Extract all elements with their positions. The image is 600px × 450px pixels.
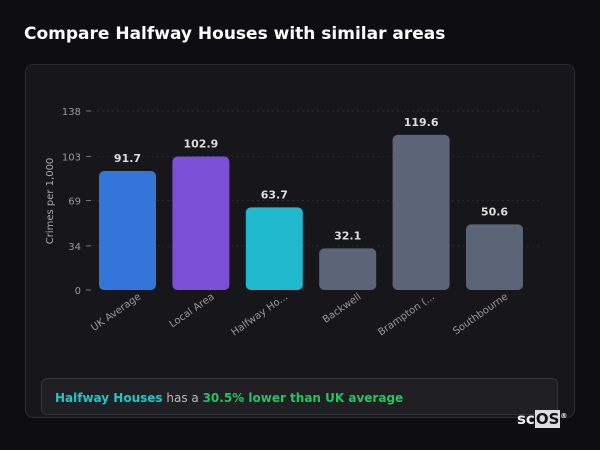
x-tick-label: Local Area: [168, 291, 217, 330]
x-tick-label: Backwell: [321, 291, 363, 325]
bar-backwell: [319, 248, 377, 290]
y-tick-label: 69: [68, 197, 81, 208]
y-tick-label: 103: [62, 152, 81, 163]
y-tick-label: 34: [68, 242, 81, 253]
bar-value-label: 102.9: [184, 138, 219, 151]
insight-middle: has a: [162, 391, 203, 405]
x-tick-label: Halfway Ho...: [230, 291, 291, 338]
x-tick-label: Brampton (...: [376, 291, 437, 338]
bar-southbourne: [466, 224, 523, 290]
bar-halfway-ho-: [245, 207, 303, 290]
bar-value-label: 119.6: [404, 116, 439, 129]
y-tick-label: 0: [75, 286, 81, 297]
bar-value-label: 50.6: [481, 205, 508, 218]
bar-value-label: 32.1: [334, 229, 361, 242]
bar-brampton-: [392, 134, 450, 290]
scos-logo: scOS®: [517, 410, 568, 428]
y-axis-label: Crimes per 1,000: [45, 158, 56, 245]
x-tick-label: UK Average: [89, 291, 143, 333]
bar-local-area: [172, 156, 230, 290]
insight-comparison: 30.5% lower than UK average: [202, 391, 404, 405]
y-tick-label: 138: [62, 107, 81, 118]
bar-value-label: 63.7: [261, 188, 288, 201]
insight-area: Halfway Houses: [55, 391, 163, 405]
x-tick-label: Southbourne: [451, 291, 510, 337]
insight-box: Halfway Houses has a 30.5% lower than UK…: [41, 378, 558, 415]
page-title: Compare Halfway Houses with similar area…: [24, 24, 446, 44]
bar-value-label: 91.7: [114, 152, 141, 165]
bar-uk-average: [99, 171, 156, 290]
